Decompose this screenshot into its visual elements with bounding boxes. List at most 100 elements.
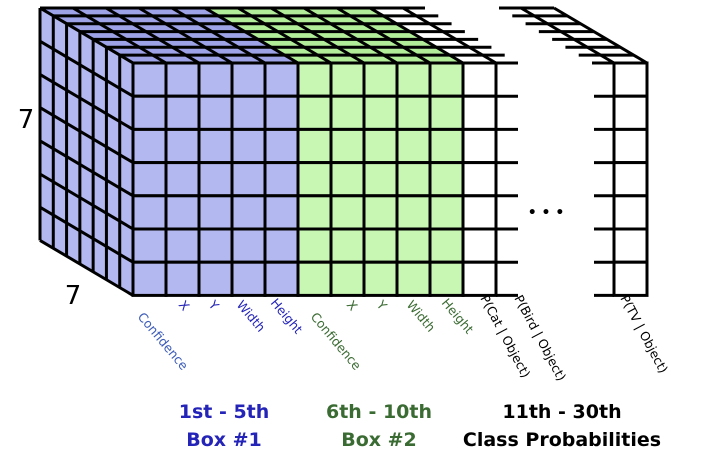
column-label-x-1: X <box>176 297 193 314</box>
side-face-fill <box>40 8 133 296</box>
front-face-cell <box>461 161 498 198</box>
front-face-cell <box>329 127 366 165</box>
front-face-cell <box>263 227 300 264</box>
slice-top-edge <box>553 6 648 65</box>
group-range-class: 11th - 30th <box>502 401 621 423</box>
group-name-class: Class Probabilities <box>463 429 661 451</box>
front-face-cell <box>230 61 267 98</box>
side-face-rowline <box>39 39 134 98</box>
group-range-box1: 1st - 5th <box>179 401 270 423</box>
front-face-cell <box>461 94 498 131</box>
column-label-y-1: Y <box>205 297 222 314</box>
front-face-cell <box>329 161 366 198</box>
column-label-y-2: Y <box>373 297 390 314</box>
front-face-cell <box>329 227 366 264</box>
front-face-cell <box>230 260 267 297</box>
class-column-labels: P(Cat | Object) P(Bird | Object) P(TV | … <box>477 292 671 383</box>
column-label-x-2: X <box>344 297 361 314</box>
column-label-height-2: Height <box>439 295 477 336</box>
column-label-height-1: Height <box>268 295 306 336</box>
front-face-cell <box>197 94 234 131</box>
slice-front-cell <box>612 161 649 198</box>
front-face-cell <box>164 61 201 98</box>
column-label-width-1: Width <box>234 297 269 334</box>
front-face-cell <box>230 94 267 131</box>
front-face-cell <box>197 194 234 231</box>
top-face-column <box>172 8 298 63</box>
front-face-cell <box>428 127 465 165</box>
tensor-front-face <box>131 61 518 297</box>
front-face-cell <box>362 194 399 231</box>
side-face-rowline <box>39 205 134 264</box>
front-face-cell <box>164 127 201 165</box>
slice-front-cell <box>612 227 649 264</box>
front-face-cell <box>296 61 333 98</box>
front-face-cell <box>395 194 432 231</box>
front-face-cell <box>131 127 168 165</box>
group-name-box2: Box #2 <box>341 429 417 451</box>
slice-front-cell <box>612 61 649 98</box>
front-face-cell <box>428 161 465 198</box>
front-face-cell <box>131 260 168 297</box>
front-face-cell <box>362 260 399 297</box>
side-face-rowline <box>39 6 134 65</box>
front-face-cell <box>296 161 333 198</box>
column-label-confidence-1: Confidence <box>135 309 192 373</box>
slice-front-cell <box>612 194 649 231</box>
front-face-cell <box>395 161 432 198</box>
group-summary-box2: 6th - 10th Box #2 <box>326 401 432 451</box>
front-face-cell <box>362 94 399 131</box>
front-face-cell <box>461 227 498 264</box>
top-face-column <box>73 8 199 63</box>
front-face-cell <box>230 194 267 231</box>
front-face-cell <box>428 94 465 131</box>
front-face-cell <box>296 194 333 231</box>
top-face-column <box>139 8 265 63</box>
slice-top-edge <box>520 6 615 65</box>
front-face-cell <box>230 127 267 165</box>
group-range-box2: 6th - 10th <box>326 401 432 423</box>
side-face-rowline <box>39 239 134 297</box>
front-face-cell <box>329 94 366 131</box>
front-face-cell <box>296 127 333 165</box>
group-name-box1: Box #1 <box>186 429 262 451</box>
grid-cols-label: 7 <box>65 281 82 311</box>
front-face-cell <box>197 227 234 264</box>
front-face-cell <box>131 161 168 198</box>
side-face-rowline <box>39 106 134 164</box>
front-face-cell <box>164 94 201 131</box>
front-face-cell <box>395 260 432 297</box>
front-face-cell <box>362 127 399 165</box>
front-face-cell <box>461 260 498 297</box>
front-face-cell <box>296 260 333 297</box>
top-face-column <box>337 8 463 63</box>
front-face-cell <box>164 194 201 231</box>
front-face-cell <box>164 227 201 264</box>
front-face-cell <box>164 260 201 297</box>
front-face-cell <box>362 61 399 98</box>
front-face-cell <box>197 127 234 165</box>
box1-column-labels: Confidence X Y Width Height <box>135 295 306 373</box>
front-face-cell <box>395 94 432 131</box>
side-face-rowline <box>39 139 134 198</box>
front-face-cell <box>461 61 498 98</box>
top-face-column <box>271 8 397 63</box>
grid-rows-label: 7 <box>18 105 35 135</box>
front-face-cell <box>263 127 300 165</box>
front-face-cell <box>461 127 498 165</box>
front-face-cell <box>329 61 366 98</box>
front-face-cell <box>329 194 366 231</box>
front-face-cell <box>230 227 267 264</box>
slice-front-cell <box>612 127 649 165</box>
top-face-column <box>40 8 166 63</box>
slice-front-cell <box>612 94 649 131</box>
column-label-confidence-2: Confidence <box>308 309 365 373</box>
top-face-column <box>106 8 232 63</box>
front-face-cell <box>296 94 333 131</box>
front-face-cell <box>263 94 300 131</box>
front-face-cell <box>329 260 366 297</box>
ellipsis: • • • <box>528 205 565 221</box>
front-face-cell <box>230 161 267 198</box>
column-label-p-tv: P(TV | Object) <box>617 292 671 375</box>
